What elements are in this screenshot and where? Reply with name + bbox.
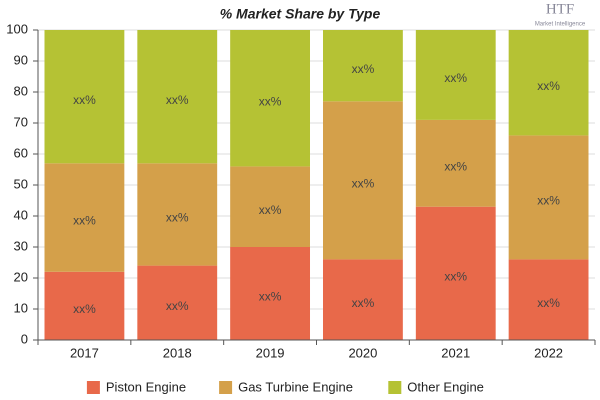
bar-segment xyxy=(508,30,589,136)
y-tick-label: 50 xyxy=(14,176,28,191)
legend-swatch xyxy=(219,381,233,394)
y-tick-label: 90 xyxy=(14,52,28,67)
value-label: xx% xyxy=(444,159,467,173)
y-tick-label: 10 xyxy=(14,300,28,315)
value-label: xx% xyxy=(352,177,375,191)
bar-segment xyxy=(230,166,311,247)
value-label: xx% xyxy=(444,270,467,284)
bar-segment xyxy=(230,247,311,340)
bar-segment xyxy=(508,135,589,260)
value-label: xx% xyxy=(537,79,560,93)
value-label: xx% xyxy=(259,94,282,108)
value-label: xx% xyxy=(352,296,375,310)
y-tick-label: 30 xyxy=(14,238,28,253)
value-label: xx% xyxy=(259,203,282,217)
x-tick-label: 2018 xyxy=(163,345,192,360)
bar-segment xyxy=(322,30,403,102)
x-tick-label: 2020 xyxy=(348,345,377,360)
value-label: xx% xyxy=(352,62,375,76)
legend-label: Piston Engine xyxy=(106,379,186,394)
value-label: xx% xyxy=(537,296,560,310)
value-label: xx% xyxy=(166,299,189,313)
legend-swatch xyxy=(86,381,100,394)
y-tick-label: 0 xyxy=(21,331,28,346)
y-tick-label: 70 xyxy=(14,114,28,129)
y-tick-label: 80 xyxy=(14,83,28,98)
bar-segment xyxy=(415,206,496,340)
bar-segment xyxy=(44,163,125,272)
bar-segment xyxy=(322,101,403,260)
value-label: xx% xyxy=(73,214,96,228)
bar-segment xyxy=(44,30,125,164)
y-tick-label: 60 xyxy=(14,145,28,160)
bar-segment xyxy=(322,259,403,340)
x-tick-label: 2022 xyxy=(534,345,563,360)
y-tick-label: 20 xyxy=(14,269,28,284)
bar-segment xyxy=(44,271,125,340)
bar-segment xyxy=(508,259,589,340)
bar-segment xyxy=(415,30,496,120)
value-label: xx% xyxy=(73,302,96,316)
bar-segment xyxy=(137,30,218,164)
value-label: xx% xyxy=(537,194,560,208)
bar-segment xyxy=(137,265,218,340)
chart-title: % Market Share by Type xyxy=(220,6,381,22)
bar-segment xyxy=(230,30,311,167)
x-tick-label: 2021 xyxy=(441,345,470,360)
bar-segment xyxy=(137,163,218,266)
value-label: xx% xyxy=(444,71,467,85)
legend-swatch xyxy=(388,381,402,394)
x-tick-label: 2017 xyxy=(70,345,99,360)
value-label: xx% xyxy=(73,93,96,107)
value-label: xx% xyxy=(259,290,282,304)
logo-name: HTF xyxy=(546,1,574,17)
legend-label: Other Engine xyxy=(407,379,484,394)
legend-label: Gas Turbine Engine xyxy=(238,379,353,394)
y-tick-label: 100 xyxy=(6,21,28,36)
bar-segment xyxy=(415,119,496,207)
value-label: xx% xyxy=(166,211,189,225)
y-tick-label: 40 xyxy=(14,207,28,222)
value-label: xx% xyxy=(166,93,189,107)
x-tick-label: 2019 xyxy=(256,345,285,360)
logo-tagline: Market Intelligence xyxy=(535,22,586,28)
